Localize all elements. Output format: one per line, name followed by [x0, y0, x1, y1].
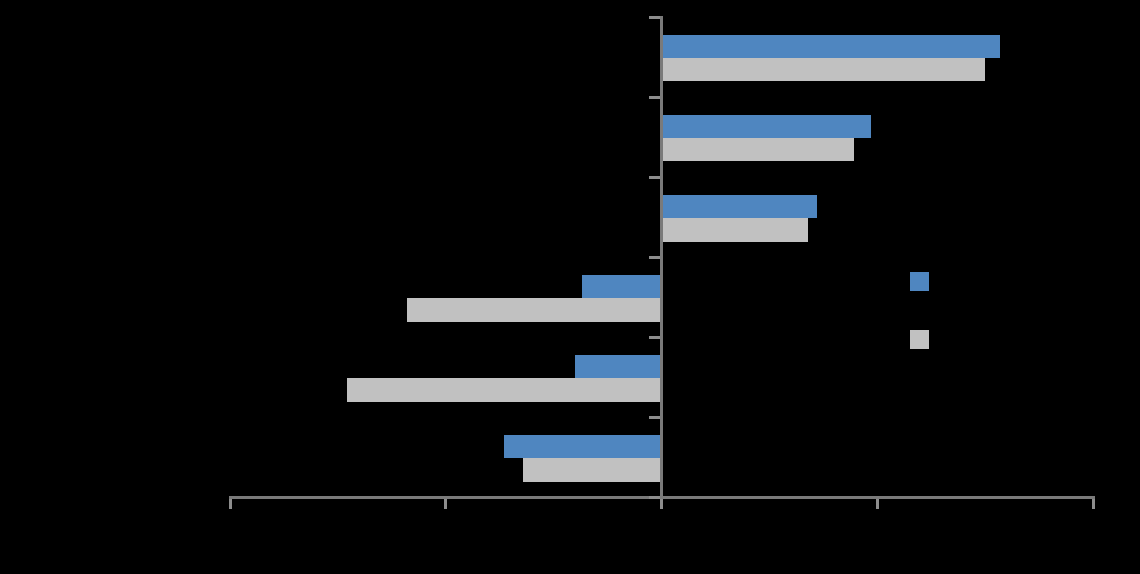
x-axis-tick-3	[660, 499, 663, 509]
y-axis-tick-7	[649, 495, 660, 499]
y-axis-tick-3	[649, 175, 660, 179]
x-axis-tick-2	[444, 499, 448, 509]
y-axis-tick-6	[649, 415, 660, 419]
legend-swatch-gray	[910, 329, 929, 349]
bar-gray-6	[523, 458, 662, 482]
bar-blue-2	[661, 114, 871, 139]
bar-blue-4	[581, 274, 662, 299]
legend-swatch-blue	[910, 272, 929, 291]
y-axis-line	[660, 16, 663, 509]
bar-gray-2	[661, 138, 854, 162]
bar-blue-3	[661, 194, 817, 219]
x-axis-line	[229, 496, 1095, 499]
bar-gray-5	[346, 378, 662, 402]
y-axis-tick-2	[649, 95, 660, 99]
bar-gray-4	[406, 298, 662, 322]
bar-gray-1	[661, 58, 986, 82]
bar-gray-3	[661, 218, 809, 242]
x-axis-tick-4	[875, 499, 879, 509]
bar-blue-1	[661, 34, 1001, 58]
x-axis-tick-5	[1091, 499, 1095, 509]
y-axis-tick-4	[649, 255, 660, 259]
bar-blue-5	[575, 354, 662, 379]
x-axis-tick-1	[228, 499, 232, 509]
bar-blue-6	[504, 435, 662, 459]
y-axis-tick-1	[649, 15, 660, 19]
y-axis-tick-5	[649, 335, 660, 339]
